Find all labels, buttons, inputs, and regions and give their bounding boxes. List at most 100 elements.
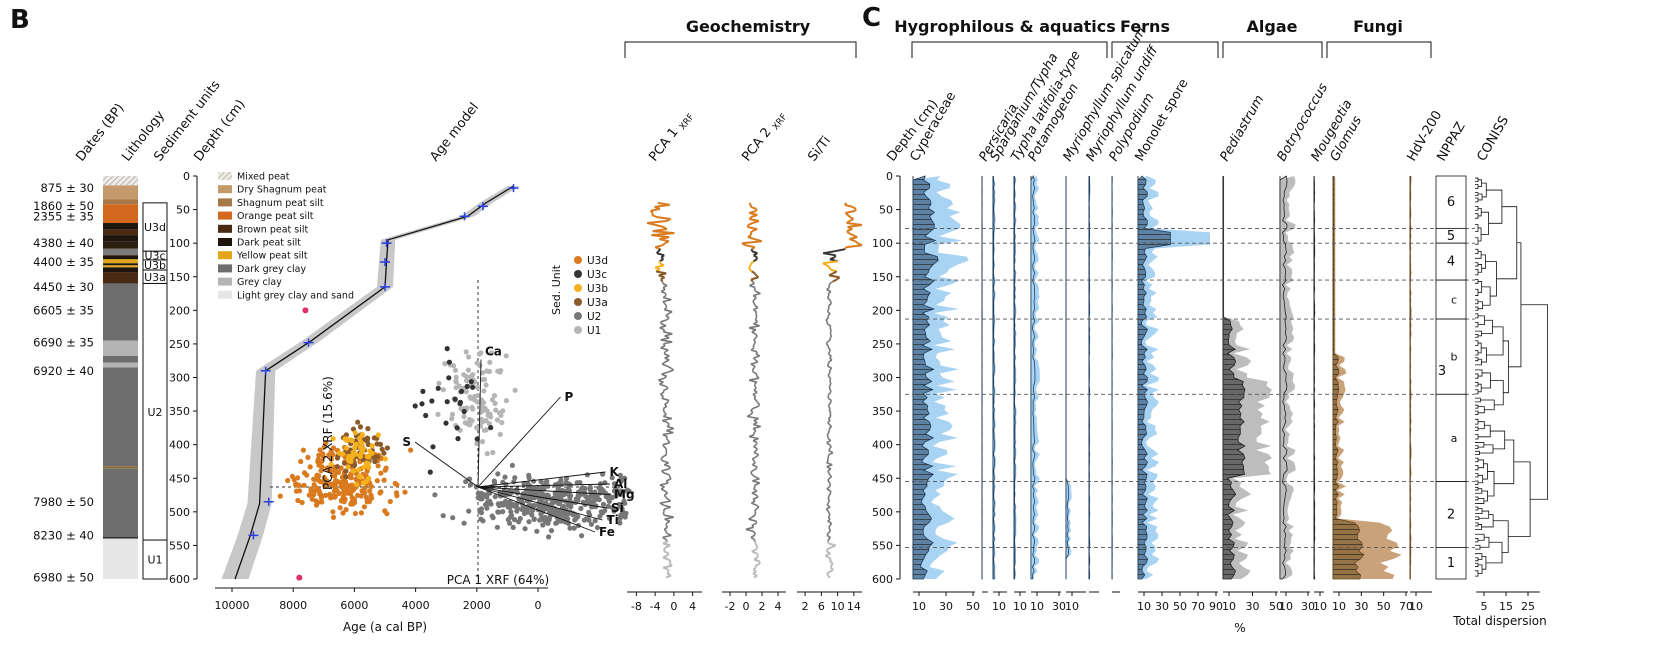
geochem-line-segment [750,470,753,474]
pca-point-U3b [353,441,359,447]
geochem-line-segment [752,530,756,534]
pca-point-U2 [489,513,495,519]
geochem-line-segment [753,574,758,579]
pca-point-U3d [402,489,408,495]
taxon-curve [1088,175,1091,580]
legend-swatch [218,290,232,299]
geochem-line-segment [828,283,831,286]
coniss-branch [1475,340,1479,346]
depth-tick-label-c: 0 [886,170,893,183]
zone-label: c [1451,294,1457,307]
geochem-line-segment [662,410,666,413]
geochem-line-segment [846,230,850,234]
pca-point-U1 [498,412,504,418]
geochem-tick-label: 0 [743,600,750,613]
lithology-layer [103,223,138,230]
geochem-line-segment [663,464,671,468]
pca-point-U2 [461,520,467,526]
taxon-curve [1065,175,1069,580]
pca-point-U3d [293,488,299,494]
pca-point-U2 [592,518,598,524]
coniss-branch [1475,373,1479,379]
coniss-branch [1475,262,1479,267]
geochem-line-segment [752,405,759,410]
pca-point-U1 [488,414,494,420]
pca-point-U1 [474,399,480,405]
geochem-line-segment [755,448,759,452]
coniss-branch [1475,442,1485,448]
geochem-line-segment [827,574,831,579]
pca-point-U3d [298,458,304,465]
geochem-line-segment [755,442,758,446]
pca-point-U3a [372,458,378,465]
pca-point-U3d [327,491,333,498]
geochem-line-segment [666,365,672,369]
geochem-line-segment [752,343,756,347]
pca-point-U3d [340,494,346,500]
geochem-line-segment [749,284,756,289]
pca-point-U2 [506,502,512,508]
pca-point-U2 [544,478,550,484]
pca-point-U1 [463,349,469,355]
geochem-line-segment [829,325,832,329]
geochem-line-segment [657,248,662,252]
geochem-line-segment [826,546,832,551]
geochem-line-segment [828,527,831,530]
pca-point-U3a [334,455,341,461]
lithology-layer [103,176,138,186]
pca-point-U2 [526,475,532,481]
zone-label: a [1451,432,1458,445]
header-pca1: PCA 1 XRF [646,108,696,166]
geochem-line-segment [828,444,832,448]
pca-point-U3d [321,444,327,450]
taxon-curve-hatch [1138,176,1171,579]
coniss-branch [1475,397,1481,403]
pca-point-U3d [300,447,306,453]
coniss-branch [1496,206,1518,280]
geochem-line-segment [752,299,755,302]
geochem-line-segment [660,278,664,283]
pca-point-U3d [382,508,388,514]
pca-point-U2 [622,514,628,520]
geochem-line-segment [741,240,762,245]
geochem-line-segment [826,434,829,437]
unit-box [142,202,168,252]
geochem-line-segment [663,528,667,532]
pca-point-U2 [492,480,498,486]
pca-point-U2 [584,472,591,478]
geochem-line-segment [661,470,665,474]
pca-point-U2 [432,492,438,498]
legend-swatch [218,224,232,233]
geochem-line-segment [751,369,755,373]
geochem-line-segment [752,464,758,468]
legend-series-label: U3c [587,269,607,281]
lithology-layer [103,272,138,284]
pca-point-U3b [330,436,336,442]
geochem-line-segment [828,405,831,409]
coniss-branch [1475,306,1479,311]
pca-point-U3c [461,408,467,415]
loading-label: Si [611,501,624,515]
geochem-line-segment [828,349,831,353]
geochem-line-segment [663,387,669,392]
geochem-line-segment [660,458,664,462]
coniss-xlabel: Total dispersion [1452,614,1547,628]
geochem-line-segment [829,335,833,339]
geochem-line-segment [662,301,666,305]
zones-header: NPPAZ [1434,120,1468,164]
coniss-branch [1475,357,1479,362]
geochem-line-segment [827,514,831,518]
geochem-line-segment [664,333,673,337]
pca-point-U3b [345,464,351,470]
pca-point-U2 [598,481,604,487]
pca-point-U2 [542,514,548,521]
pca-point-U1 [486,421,492,427]
geochem-line-segment [751,502,757,506]
taxon-curve [1313,175,1316,580]
pca-point-U2 [552,482,559,488]
pca-point-U3d [344,487,351,493]
pca-point-U2 [571,525,577,531]
geochem-line-segment [666,317,670,321]
geochem-line-segment [828,383,832,387]
geochem-line-segment [822,260,838,265]
